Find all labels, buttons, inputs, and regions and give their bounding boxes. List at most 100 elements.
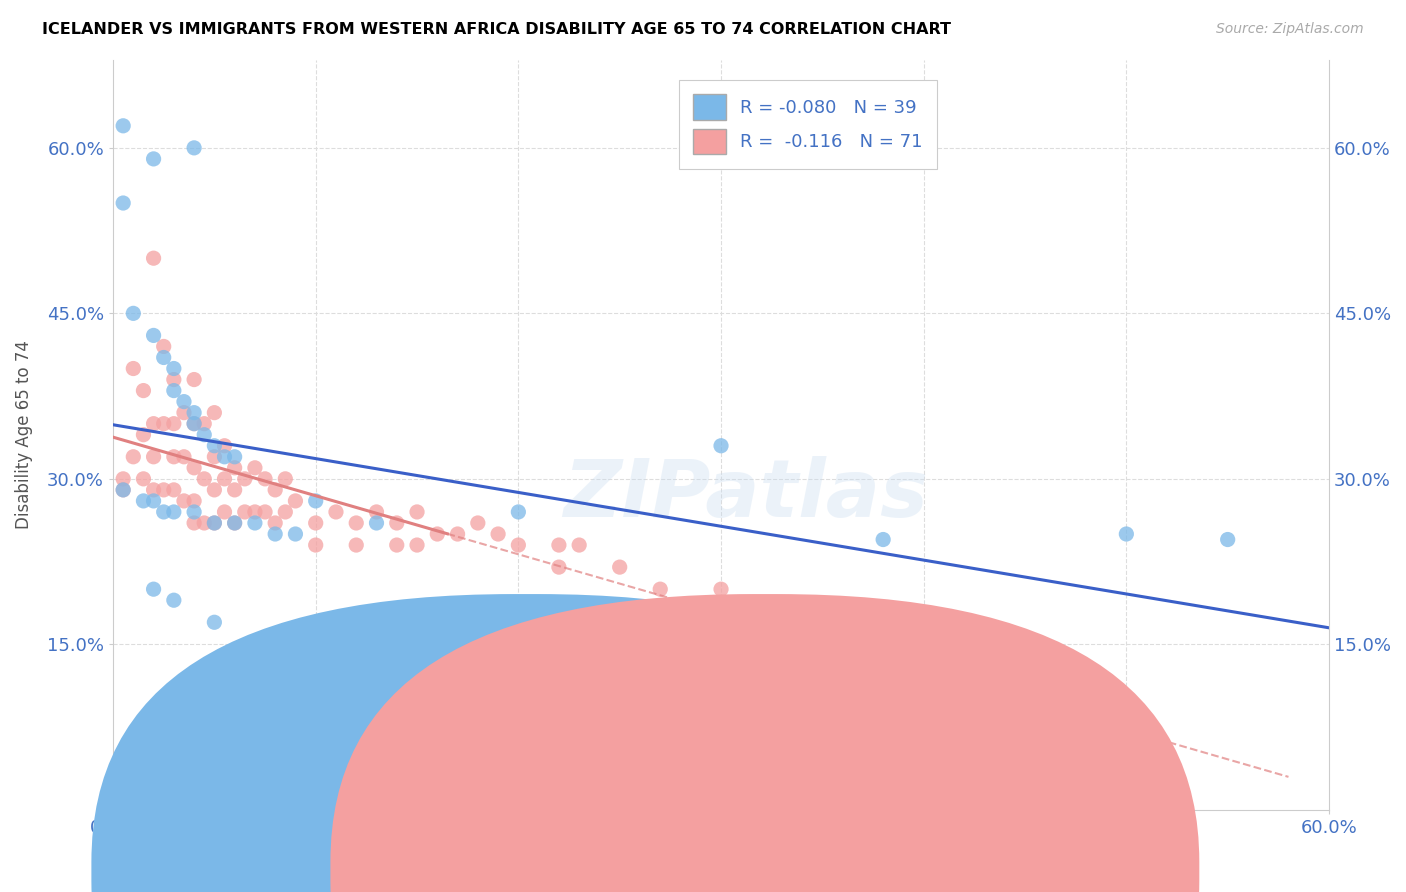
Point [132, 427, 155, 442]
Point [142, 152, 165, 166]
Point [142, 483, 165, 497]
Point [112, 196, 135, 211]
Point [173, 394, 195, 409]
Point [568, 538, 591, 552]
Point [508, 538, 530, 552]
Point [152, 417, 174, 431]
Point [284, 527, 307, 541]
Point [548, 538, 571, 552]
Text: ⬜ Icelanders: ⬜ Icelanders [512, 855, 613, 872]
Point [142, 251, 165, 265]
Point [202, 406, 225, 420]
Point [446, 527, 468, 541]
Point [183, 516, 205, 530]
Point [163, 384, 186, 398]
Point [152, 339, 174, 353]
Point [132, 494, 155, 508]
Point [344, 538, 367, 552]
Point [183, 460, 205, 475]
Point [132, 472, 155, 486]
Point [112, 119, 135, 133]
Point [163, 361, 186, 376]
Point [609, 560, 631, 574]
Point [344, 516, 367, 530]
Point [214, 439, 236, 453]
Point [193, 472, 215, 486]
Point [202, 516, 225, 530]
Point [254, 472, 277, 486]
Point [214, 472, 236, 486]
Point [193, 417, 215, 431]
Point [305, 516, 328, 530]
Point [233, 505, 256, 519]
Text: ICELANDER VS IMMIGRANTS FROM WESTERN AFRICA DISABILITY AGE 65 TO 74 CORRELATION : ICELANDER VS IMMIGRANTS FROM WESTERN AFR… [42, 22, 952, 37]
Text: ZIPatlas: ZIPatlas [562, 456, 928, 533]
Legend: R = -0.080   N = 39, R =  -0.116   N = 71: R = -0.080 N = 39, R = -0.116 N = 71 [679, 80, 936, 169]
Y-axis label: Disability Age 65 to 74: Disability Age 65 to 74 [15, 340, 32, 529]
Point [142, 494, 165, 508]
Text: Source: ZipAtlas.com: Source: ZipAtlas.com [1216, 22, 1364, 37]
Point [163, 417, 186, 431]
Point [183, 141, 205, 155]
Point [122, 306, 145, 320]
Point [173, 450, 195, 464]
Point [193, 427, 215, 442]
Text: ⬜ Immigrants from Western Africa: ⬜ Immigrants from Western Africa [675, 855, 956, 872]
Point [202, 450, 225, 464]
Point [872, 533, 894, 547]
Point [264, 483, 287, 497]
Point [467, 516, 489, 530]
Point [163, 373, 186, 387]
Point [233, 472, 256, 486]
Point [122, 450, 145, 464]
Point [224, 460, 246, 475]
Point [163, 483, 186, 497]
Point [202, 483, 225, 497]
Point [183, 417, 205, 431]
Point [152, 351, 174, 365]
Point [325, 505, 347, 519]
Point [142, 582, 165, 597]
Point [142, 328, 165, 343]
Point [366, 505, 388, 519]
Point [385, 538, 408, 552]
Point [202, 439, 225, 453]
Point [224, 516, 246, 530]
Point [224, 450, 246, 464]
Point [163, 505, 186, 519]
Point [264, 527, 287, 541]
Point [202, 516, 225, 530]
Point [1115, 527, 1137, 541]
Point [152, 483, 174, 497]
Point [243, 505, 266, 519]
Point [163, 450, 186, 464]
Point [254, 505, 277, 519]
Point [710, 582, 733, 597]
Point [183, 373, 205, 387]
Point [305, 494, 328, 508]
Point [173, 494, 195, 508]
Point [173, 406, 195, 420]
Point [202, 615, 225, 630]
Point [183, 417, 205, 431]
Point [112, 472, 135, 486]
Point [366, 516, 388, 530]
Point [224, 516, 246, 530]
Point [274, 505, 297, 519]
Point [274, 472, 297, 486]
Point [112, 483, 135, 497]
Point [142, 450, 165, 464]
Point [406, 505, 429, 519]
Point [183, 505, 205, 519]
Point [710, 439, 733, 453]
Point [193, 516, 215, 530]
Point [609, 659, 631, 673]
Point [426, 527, 449, 541]
Point [650, 582, 672, 597]
Point [122, 361, 145, 376]
Point [132, 384, 155, 398]
Point [163, 593, 186, 607]
Point [284, 494, 307, 508]
Point [264, 516, 287, 530]
Point [214, 450, 236, 464]
